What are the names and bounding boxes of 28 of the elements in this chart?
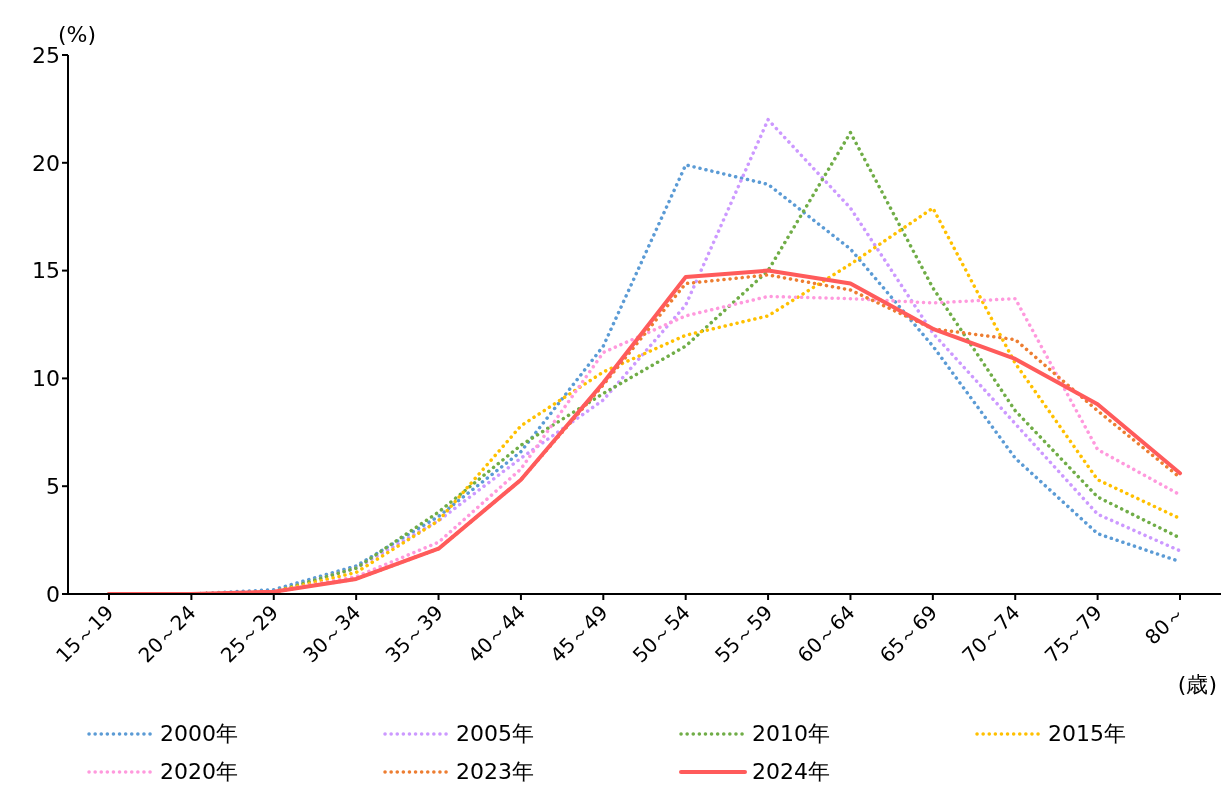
y-tick-label: 15 bbox=[32, 258, 60, 284]
x-tick-label: 40～44 bbox=[463, 600, 531, 668]
y-tick-label: 5 bbox=[46, 474, 60, 500]
x-tick-label: 30～34 bbox=[298, 600, 366, 668]
legend-label: 2024年 bbox=[752, 758, 830, 786]
y-tick-label: 25 bbox=[32, 42, 60, 68]
legend-label: 2010年 bbox=[752, 720, 830, 748]
x-tick-label: 60～64 bbox=[792, 600, 860, 668]
legend-label: 2020年 bbox=[160, 758, 238, 786]
y-axis-title: (%) bbox=[58, 22, 97, 47]
legend-label: 2005年 bbox=[456, 720, 534, 748]
x-tick-label: 75～79 bbox=[1039, 600, 1107, 668]
x-tick-label: 50～54 bbox=[627, 600, 695, 668]
y-tick-label: 20 bbox=[32, 150, 60, 176]
legend-label: 2015年 bbox=[1048, 720, 1126, 748]
x-tick-label: 80～ bbox=[1140, 600, 1190, 650]
x-tick-label: 70～74 bbox=[957, 600, 1025, 668]
x-tick-label: 35～39 bbox=[380, 600, 448, 668]
x-tick-label: 65～69 bbox=[874, 600, 943, 668]
y-tick-label: 10 bbox=[32, 366, 60, 392]
legend-label: 2000年 bbox=[160, 720, 238, 748]
legend-label: 2023年 bbox=[456, 758, 534, 786]
x-tick-label: 55～59 bbox=[710, 600, 778, 668]
y-tick-label: 0 bbox=[46, 581, 60, 607]
x-tick-label: 20～24 bbox=[133, 600, 201, 668]
x-axis-title: (歳) bbox=[1177, 671, 1217, 699]
x-tick-label: 25～29 bbox=[215, 600, 283, 668]
x-tick-label: 45～49 bbox=[545, 600, 613, 668]
